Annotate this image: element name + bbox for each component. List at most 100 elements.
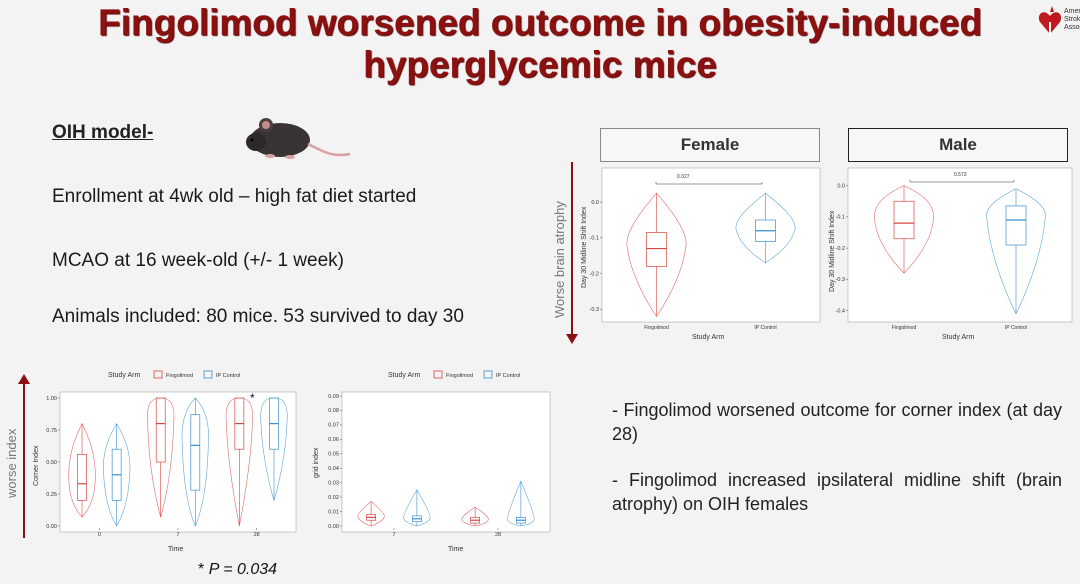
grid-ytick-label: 0.00 — [328, 524, 339, 530]
corner-7-fingolimod-box — [155, 397, 166, 463]
corner-7-ip-control-box — [190, 414, 201, 491]
slide-title: Fingolimod worsened outcome in obesity-i… — [40, 2, 1040, 86]
male-axes: 0.0 -0.1 -0.2 -0.3 -0.4 Fingolimod IP Control — [836, 183, 1028, 331]
corner-xtick-label: 7 — [176, 532, 179, 538]
grid-xtick-label: 28 — [495, 532, 501, 538]
corner-ytick-label: 0.75 — [46, 428, 57, 434]
female-xlabel: Study Arm — [692, 334, 724, 341]
grid-legend-title: Study Arm — [388, 372, 420, 379]
female-xtick-label: Fingolimod — [644, 325, 669, 331]
corner-legend-title: Study Arm — [108, 372, 140, 379]
female-plot-area — [601, 167, 821, 323]
female-pvalue: 0.027 — [677, 174, 690, 180]
corner-legend-control: IP Control — [216, 373, 240, 379]
pvalue-note-text: P = 0.034 — [208, 561, 278, 578]
corner-ytick-label: 0.00 — [46, 524, 57, 530]
grid-index-plot: Study Arm Fingolimod IP Control 0.00 0.01… — [313, 370, 551, 553]
grid-ytick-label: 0.05 — [328, 452, 339, 458]
male-header: Male — [848, 128, 1068, 162]
corner-index-plot: Study Arm Fingolimod IP Control 0.00 0.25… — [33, 370, 297, 553]
pvalue-note-star: * — [198, 561, 205, 578]
corner-0-fingolimod-box — [77, 453, 87, 501]
corner-xlabel: Time — [168, 546, 183, 553]
heart-torch-icon — [1038, 6, 1062, 36]
grid-xlabel: Time — [448, 546, 463, 553]
finding-corner-index: - Fingolimod worsened outcome for corner… — [612, 400, 1062, 444]
grid-plot-area — [341, 391, 551, 533]
pvalue-note: * P = 0.034 — [198, 561, 277, 579]
grid-marks — [357, 480, 535, 527]
grid-legend-control: IP Control — [496, 373, 520, 379]
bullet-enrollment: Enrollment at 4wk old – high fat diet st… — [52, 186, 417, 207]
title-line-1: Fingolimod worsened outcome in obesity-i… — [98, 2, 982, 43]
grid-legend-fingolimod-swatch — [433, 370, 443, 379]
worse-index-label: worse index — [4, 428, 19, 499]
grid-ytick-label: 0.06 — [328, 437, 339, 443]
male-ylabel: Day 30 Midline Shift Index — [829, 210, 836, 292]
grid-legend-fingolimod: Fingolimod — [446, 373, 473, 379]
grid-ylabel: grid index — [313, 447, 320, 478]
grid-ytick-label: 0.04 — [328, 466, 339, 472]
female-ytick-label: -0.3 — [590, 307, 599, 313]
female-fingolimod-box — [646, 232, 667, 267]
corner-legend-control-swatch — [203, 370, 213, 379]
bullet-animals: Animals included: 80 mice. 53 survived t… — [52, 306, 464, 327]
title-line-2: hyperglycemic mice — [363, 44, 717, 85]
corner-marks — [68, 397, 288, 527]
corner-ytick-label: 1.00 — [46, 396, 57, 402]
grid-ytick-label: 0.03 — [328, 480, 339, 486]
grid-ytick-label: 0.07 — [328, 423, 339, 429]
grid-axes: 0.00 0.01 0.02 0.03 0.04 0.05 0.06 0.07 0.08 0.09… — [328, 394, 501, 538]
male-ip-control-box — [1005, 205, 1027, 246]
corner-xtick-label: 28 — [254, 532, 260, 538]
atrophy-label: Worse brain atrophy — [552, 201, 567, 318]
female-midline-plot: 0.0 -0.1 -0.2 -0.3 Fingolimod IP Control Day … — [581, 167, 821, 341]
male-ytick-label: 0.0 — [837, 183, 845, 189]
male-pvalue: 0.573 — [954, 172, 967, 178]
female-ytick-label: -0.1 — [590, 236, 599, 242]
female-axes: 0.0 -0.1 -0.2 -0.3 Fingolimod IP Control — [590, 200, 777, 331]
grid-ytick-label: 0.08 — [328, 408, 339, 414]
female-ytick-label: -0.2 — [590, 271, 599, 277]
male-plot-area — [847, 167, 1073, 323]
male-fingolimod-box — [893, 200, 915, 240]
female-ytick-label: 0.0 — [591, 200, 599, 206]
male-marks — [874, 185, 1046, 315]
grid-legend-control-swatch — [483, 370, 493, 379]
corner-axes: 0.00 0.25 0.50 0.75 1.00 0 7 28 — [46, 396, 259, 538]
grid-ytick-label: 0.09 — [328, 394, 339, 400]
female-marks — [626, 192, 796, 317]
female-ylabel: Day 30 Midline Shift Index — [581, 206, 588, 288]
male-xlabel: Study Arm — [942, 334, 974, 341]
male-xtick-label: Fingolimod — [892, 325, 917, 331]
atrophy-arrow: Worse brain atrophy — [552, 162, 578, 344]
corner-xtick-label: 0 — [98, 532, 101, 538]
finding-midline-shift: - Fingolimod increased ipsilateral midli… — [612, 470, 1062, 514]
female-pvalue-bracket — [655, 182, 763, 185]
corner-ytick-label: 0.50 — [46, 460, 57, 466]
mouse-icon — [246, 118, 351, 159]
logo-text: Amer Strok Assoc — [1064, 8, 1080, 31]
female-fingolimod-violin — [626, 192, 687, 317]
male-xtick-label: IP Control — [1005, 325, 1027, 331]
grid-xtick-label: 7 — [392, 532, 395, 538]
corner-ylabel: Corner Index — [33, 445, 40, 486]
female-xtick-label: IP Control — [754, 325, 776, 331]
grid-ytick-label: 0.02 — [328, 495, 339, 501]
male-ytick-label: -0.1 — [836, 215, 845, 221]
male-ytick-label: -0.2 — [836, 246, 845, 252]
grid-ytick-label: 0.01 — [328, 509, 339, 515]
bullet-mcao: MCAO at 16 week-old (+/- 1 week) — [52, 250, 344, 271]
corner-ytick-label: 0.25 — [46, 492, 57, 498]
corner-plot-area — [59, 391, 297, 533]
corner-legend-fingolimod: Fingolimod — [166, 373, 193, 379]
male-ytick-label: -0.4 — [836, 308, 845, 314]
female-header: Female — [600, 128, 820, 162]
model-label: OIH model- — [52, 122, 154, 143]
male-ytick-label: -0.3 — [836, 277, 845, 283]
corner-significance-star: * — [250, 391, 255, 405]
corner-legend-fingolimod-swatch — [153, 370, 163, 379]
worse-index-arrow: worse index — [4, 374, 30, 538]
male-pvalue-bracket — [909, 180, 1015, 183]
